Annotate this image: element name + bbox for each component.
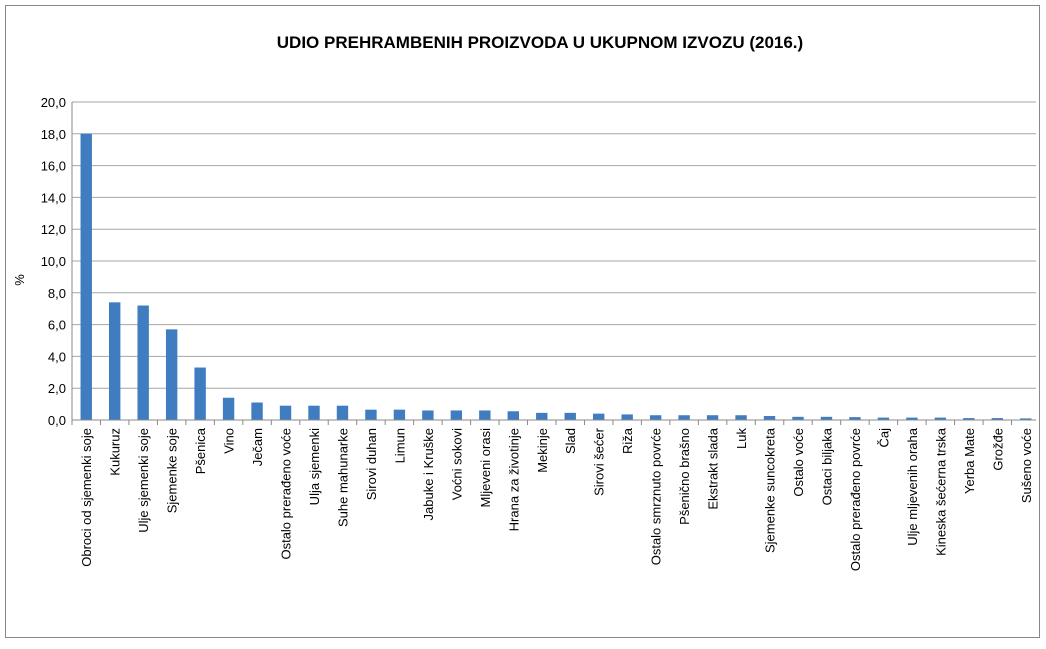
x-tick-label: Ostalo prerađeno voće (279, 428, 294, 560)
x-tick-label: Ostaci biljaka (819, 427, 834, 505)
x-tick-label: Mljeveni orasi (478, 428, 493, 508)
bar (222, 397, 235, 420)
x-tick-label: Ulja sjemenki (307, 428, 322, 505)
x-tick-label: Ulje sjemenki soje (136, 428, 151, 533)
x-tick-label: Pšenično brašno (677, 428, 692, 525)
bar (820, 416, 833, 420)
y-axis-label: % (12, 274, 27, 286)
bar (706, 415, 719, 420)
bar (336, 405, 349, 420)
x-tick-label: Čaj (876, 428, 891, 448)
bar (479, 410, 491, 420)
x-tick-label: Obroci od sjemenki soje (79, 428, 94, 567)
bar (393, 409, 406, 420)
x-tick-label: Ostalo prerađeno povrće (848, 428, 863, 571)
x-tick-label: Riža (620, 427, 635, 454)
y-tick-label: 0,0 (48, 413, 66, 428)
bar (763, 416, 776, 420)
bar (1020, 418, 1032, 420)
x-tick-label: Ječam (250, 428, 265, 466)
x-tick-label: Ekstrakt slada (706, 427, 721, 509)
x-tick-label: Slad (563, 428, 578, 454)
x-tick-label: Ulje mljevenih oraha (905, 427, 920, 546)
x-tick-label: Kineska šećerna trska (933, 427, 948, 556)
bar (165, 329, 178, 420)
y-tick-label: 6,0 (48, 318, 66, 333)
chart-border (5, 5, 1040, 638)
x-tick-label: Mekinje (535, 428, 550, 473)
bar (507, 411, 519, 420)
x-tick-label: Ostalo smrznuto povrće (649, 428, 664, 565)
bar (906, 417, 918, 420)
x-tick-label: Sirovi duhan (364, 428, 379, 500)
x-tick-label: Sirovi šećer (592, 427, 607, 496)
bar (934, 417, 947, 420)
x-tick-label: Jabuke i Kruške (421, 428, 436, 521)
bar (649, 415, 662, 420)
bar (536, 412, 548, 420)
bar (678, 415, 690, 420)
bar (849, 417, 861, 420)
x-tick-label: Pšenica (193, 427, 208, 474)
x-tick-label: Vino (222, 428, 237, 454)
x-tick-label: Sjemenke soje (165, 428, 180, 513)
bar (365, 409, 377, 420)
bar (877, 417, 890, 420)
bar (963, 418, 975, 420)
x-tick-label: Suhe mahunarke (335, 428, 350, 527)
x-tick-label: Voćni sokovi (449, 428, 464, 500)
x-tick-label: Ostalo voće (791, 428, 806, 497)
bar (564, 412, 576, 420)
x-tick-label: Sušeno voće (1019, 428, 1034, 503)
bar (251, 402, 263, 420)
y-tick-label: 10,0 (41, 254, 66, 269)
bar (109, 302, 121, 420)
bar (621, 414, 633, 420)
bar (194, 367, 206, 420)
x-tick-label: Luk (734, 428, 749, 449)
y-tick-label: 12,0 (41, 222, 66, 237)
x-tick-label: Kukuruz (108, 428, 123, 476)
y-tick-label: 2,0 (48, 381, 66, 396)
chart-title: UDIO PREHRAMBENIH PROIZVODA U UKUPNOM IZ… (277, 33, 803, 52)
x-tick-label: Limun (392, 428, 407, 463)
bar (593, 413, 605, 420)
bar (792, 416, 804, 420)
x-tick-label: Hrana za životinje (506, 428, 521, 531)
y-tick-label: 16,0 (41, 159, 66, 174)
y-tick-label: 20,0 (41, 95, 66, 110)
bar (279, 405, 292, 420)
bar (80, 133, 92, 421)
y-tick-label: 18,0 (41, 127, 66, 142)
x-tick-label: Sjemenke suncokreta (763, 427, 778, 553)
y-tick-label: 8,0 (48, 286, 66, 301)
y-tick-label: 14,0 (41, 190, 66, 205)
bar (308, 405, 320, 420)
bar (422, 410, 434, 420)
bar (991, 418, 1003, 420)
y-tick-label: 4,0 (48, 349, 66, 364)
bar (137, 305, 149, 420)
bar (450, 410, 463, 420)
x-tick-label: Grožđe (990, 428, 1005, 471)
x-tick-label: Yerba Mate (962, 428, 977, 494)
bar (735, 415, 747, 420)
